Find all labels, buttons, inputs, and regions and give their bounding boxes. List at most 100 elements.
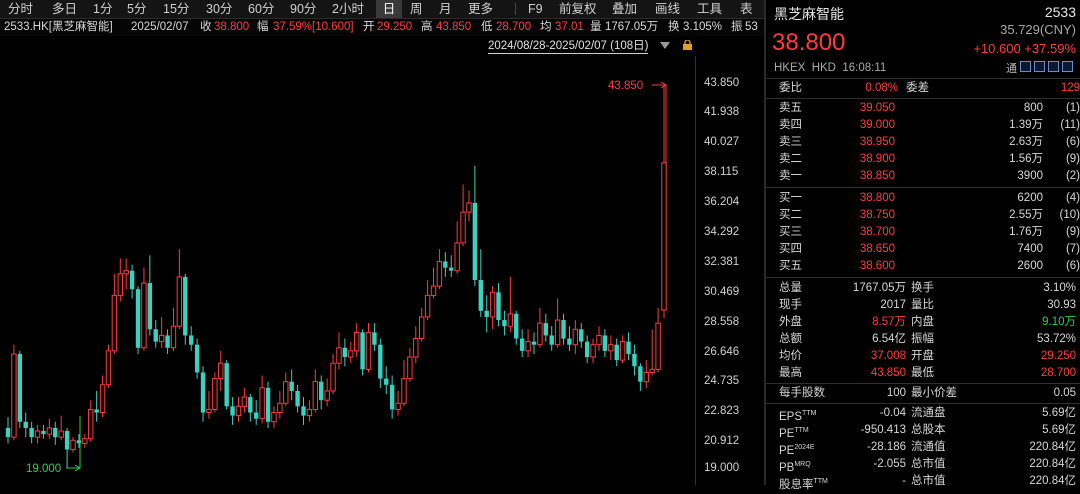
candle-body — [554, 319, 561, 346]
fin-value: -0.04 — [879, 407, 906, 419]
ask-row[interactable]: 卖五 39.050 800 (1) — [766, 100, 1080, 117]
chart-mode-icon[interactable] — [1034, 61, 1045, 72]
fin-value: 220.84亿 — [1029, 458, 1076, 470]
overlay-button[interactable]: 叠加 — [612, 2, 638, 16]
ask-row[interactable]: 卖三 38.950 2.63万 (6) — [766, 134, 1080, 151]
candle-body — [176, 276, 183, 327]
candle — [265, 381, 271, 428]
tab-multiday[interactable]: 多日 — [52, 2, 78, 16]
candle-body — [224, 363, 229, 407]
candle — [254, 400, 259, 425]
tab-more[interactable]: 更多 — [468, 2, 494, 16]
tab-weekly[interactable]: 周 — [410, 2, 423, 16]
y-tick: 22.823 — [704, 405, 740, 417]
panel-divider[interactable] — [764, 0, 766, 485]
open-label: 开 — [363, 21, 375, 33]
divider — [766, 98, 1080, 99]
tools-button[interactable]: 工具 — [697, 2, 723, 16]
ask-label: 卖五 — [779, 102, 802, 114]
stat-label: 总额 — [779, 333, 802, 345]
chart-mode-icon[interactable] — [1062, 61, 1073, 72]
candle-body — [17, 353, 23, 422]
chart-mode-icon[interactable] — [1020, 61, 1031, 72]
adjust-button[interactable]: 前复权 — [559, 2, 597, 16]
stat-label: 振幅 — [911, 333, 934, 345]
candle-body — [572, 328, 579, 346]
candle — [466, 190, 472, 222]
candle-body — [507, 313, 514, 327]
bid-count: (10) — [1059, 209, 1080, 221]
bid-row[interactable]: 买三 38.700 1.76万 (9) — [766, 224, 1080, 241]
bid-label: 买二 — [779, 209, 802, 221]
candle-body — [271, 412, 277, 423]
ask-row[interactable]: 卖一 38.850 3900 (2) — [766, 168, 1080, 185]
stock-name: 黑芝麻智能 — [774, 6, 844, 22]
stat-label: 内盘 — [911, 316, 934, 328]
candle — [549, 326, 554, 351]
tab-1min[interactable]: 1分 — [93, 2, 113, 16]
candle — [342, 338, 348, 367]
candle — [319, 375, 324, 410]
draw-button[interactable]: 画线 — [655, 2, 681, 16]
tab-60min[interactable]: 60分 — [248, 2, 275, 16]
connect-icon[interactable]: 通 — [1006, 63, 1017, 75]
tab-intraday[interactable]: 分时 — [8, 2, 34, 16]
fin-label: PE2024E — [779, 444, 815, 457]
candle-body — [443, 261, 448, 268]
candle-body — [626, 341, 631, 354]
min-label: 19.000 — [26, 463, 61, 475]
bid-label: 买一 — [779, 192, 802, 204]
stat-value: 2017 — [880, 299, 906, 311]
bid-row[interactable]: 买二 38.750 2.55万 (10) — [766, 207, 1080, 224]
candle — [449, 255, 454, 277]
tab-15min[interactable]: 15分 — [163, 2, 190, 16]
chevron-down-icon[interactable] — [660, 42, 670, 49]
candle — [525, 329, 531, 358]
candle-body — [265, 387, 271, 422]
ask-row[interactable]: 卖二 38.900 1.56万 (9) — [766, 151, 1080, 168]
candle-body — [170, 325, 177, 349]
fin-value: - — [902, 475, 906, 487]
bid-volume: 2600 — [1017, 260, 1043, 272]
candle-body — [365, 331, 372, 370]
candle — [443, 252, 448, 277]
candle — [384, 366, 389, 395]
tab-monthly[interactable]: 月 — [439, 2, 452, 16]
tab-5min[interactable]: 5分 — [127, 2, 147, 16]
candle — [135, 286, 141, 354]
ask-row[interactable]: 卖四 39.000 1.39万 (11) — [766, 117, 1080, 134]
candlestick-chart[interactable]: 43.850 19.000 — [0, 56, 695, 485]
candle — [360, 329, 365, 376]
ask-volume: 1.39万 — [1009, 119, 1043, 131]
candle — [407, 347, 413, 382]
price-axis: 43.850 41.938 40.027 38.115 36.204 34.29… — [695, 56, 764, 485]
candle — [312, 369, 319, 413]
candle-body — [153, 329, 158, 342]
lot-row: 每手股数 100 最小价差 0.05 — [766, 385, 1080, 402]
chart-mode-icon[interactable] — [1048, 61, 1059, 72]
candle-body — [353, 331, 360, 352]
bid-row[interactable]: 买一 38.800 6200 (4) — [766, 190, 1080, 207]
bid-row[interactable]: 买四 38.650 7400 (7) — [766, 241, 1080, 258]
y-tick: 24.735 — [704, 375, 740, 387]
candle — [554, 298, 561, 348]
candle-body — [484, 310, 489, 317]
bid-price: 38.800 — [859, 192, 895, 204]
tab-30min[interactable]: 30分 — [206, 2, 233, 16]
tick-size-label: 最小价差 — [911, 387, 957, 399]
candle — [619, 335, 626, 364]
tab-90min[interactable]: 90分 — [290, 2, 317, 16]
tab-2hour[interactable]: 2小时 — [332, 2, 364, 16]
bid-row[interactable]: 买五 38.600 2600 (6) — [766, 258, 1080, 275]
candle — [655, 307, 661, 373]
candle — [454, 221, 460, 274]
date-range-selector[interactable]: 2024/08/28-2025/02/07 (108日) — [488, 40, 649, 54]
f9-button[interactable]: F9 — [528, 2, 543, 16]
candle-body — [567, 338, 572, 345]
lock-icon[interactable] — [682, 40, 693, 50]
quote-panel: 黑芝麻智能 2533 38.800 35.729(CNY) +10.600 +3… — [766, 0, 1080, 491]
candle-body — [58, 430, 64, 438]
table-button[interactable]: 表 — [740, 2, 753, 16]
tab-daily[interactable]: 日 — [376, 0, 402, 18]
candle — [608, 335, 614, 361]
